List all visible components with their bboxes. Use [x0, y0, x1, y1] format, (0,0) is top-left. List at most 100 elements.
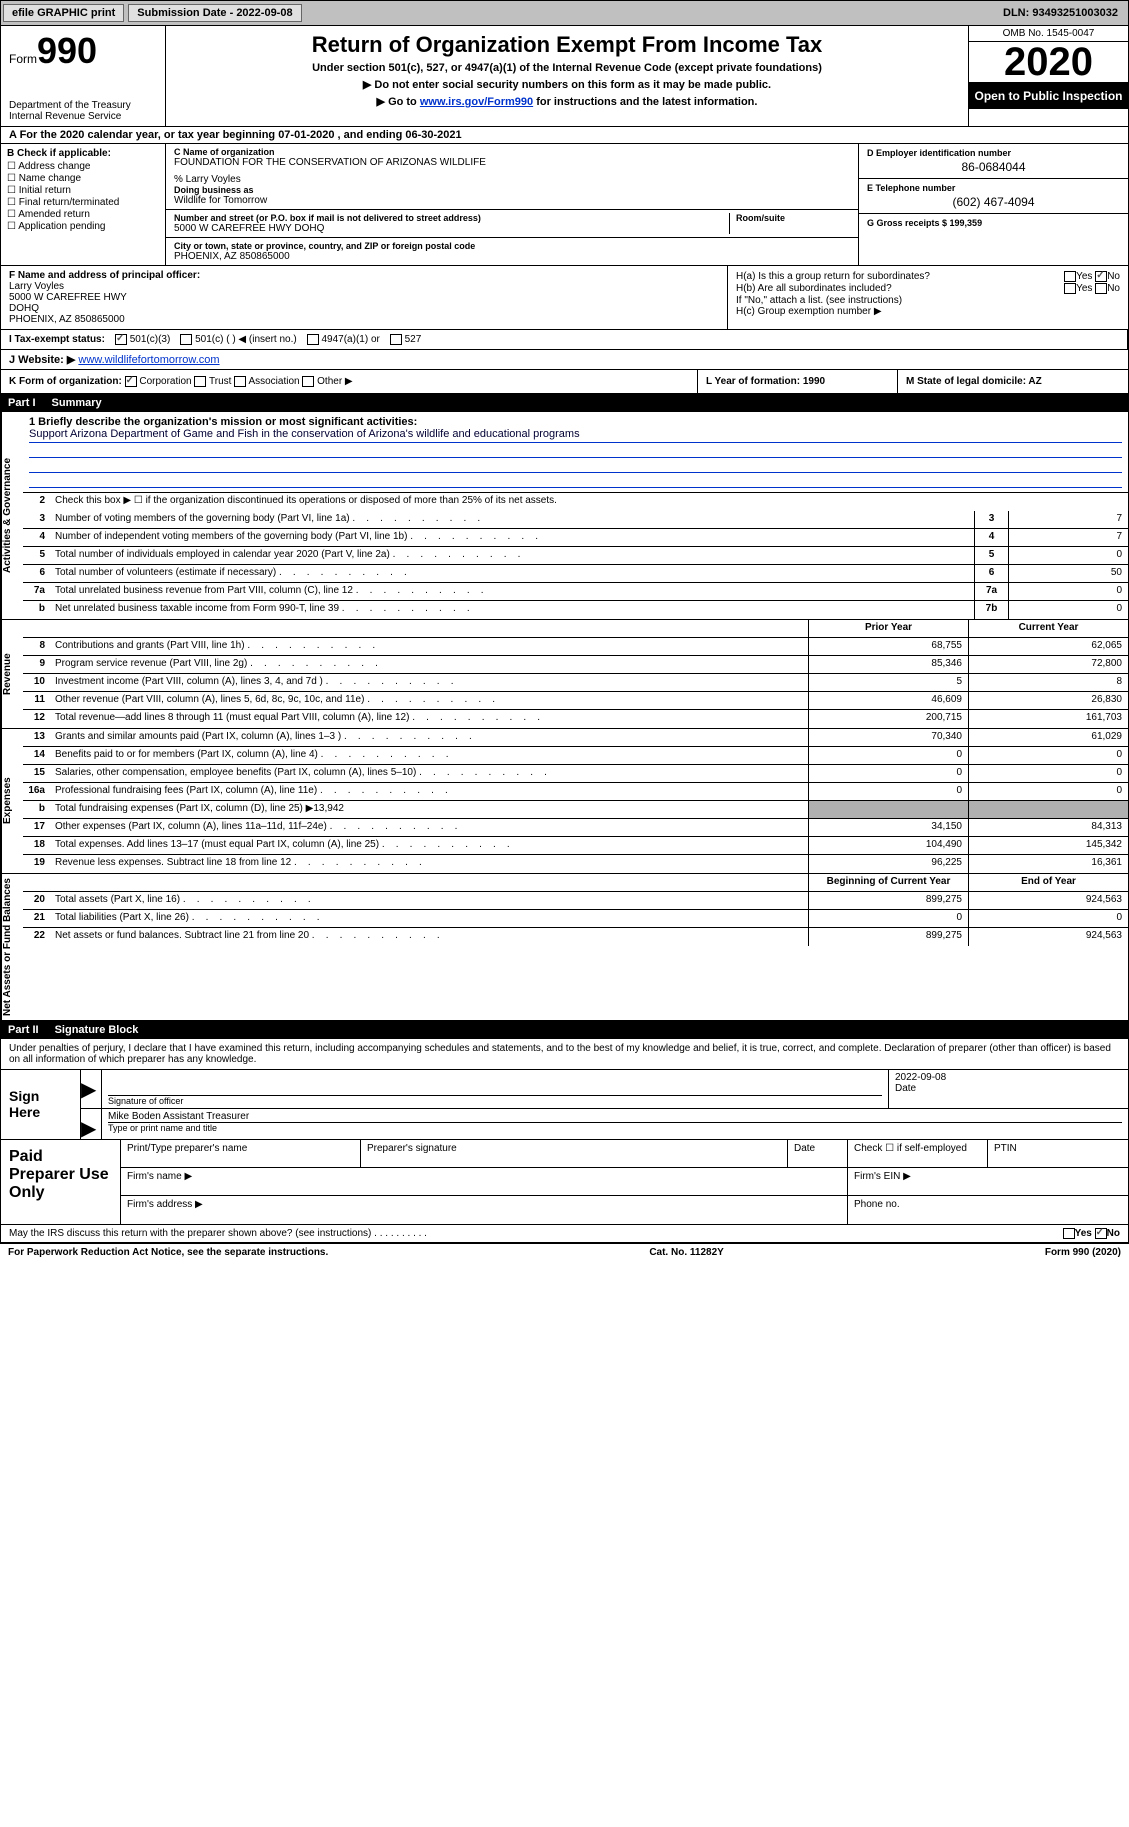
form-id-box: Form990 Department of the Treasury Inter…: [1, 26, 166, 126]
table-row: 22Net assets or fund balances. Subtract …: [23, 928, 1128, 946]
year-box: OMB No. 1545-0047 2020 Open to Public In…: [968, 26, 1128, 126]
phone-value: (602) 467-4094: [867, 195, 1120, 209]
org-name: FOUNDATION FOR THE CONSERVATION OF ARIZO…: [174, 157, 850, 168]
ein-label: D Employer identification number: [867, 148, 1120, 158]
table-row: 19Revenue less expenses. Subtract line 1…: [23, 855, 1128, 873]
prep-sig-label: Preparer's signature: [361, 1140, 788, 1167]
table-row: 12Total revenue—add lines 8 through 11 (…: [23, 710, 1128, 728]
room-label: Room/suite: [736, 213, 850, 223]
check-final-return[interactable]: ☐ Final return/terminated: [7, 197, 159, 208]
ha-answer: Yes No: [1064, 271, 1120, 282]
check-501c[interactable]: [180, 334, 192, 345]
governance-vlabel: Activities & Governance: [1, 412, 23, 619]
mission-label: 1 Briefly describe the organization's mi…: [29, 416, 417, 428]
part1-num: Part I: [8, 397, 52, 409]
part2-num: Part II: [8, 1024, 55, 1036]
table-row: 16aProfessional fundraising fees (Part I…: [23, 783, 1128, 801]
part1-header: Part I Summary: [0, 394, 1129, 412]
preparer-block: Paid Preparer Use Only Print/Type prepar…: [0, 1140, 1129, 1225]
perjury-statement: Under penalties of perjury, I declare th…: [0, 1039, 1129, 1070]
street-label: Number and street (or P.O. box if mail i…: [174, 213, 723, 223]
ein-value: 86-0684044: [867, 160, 1120, 174]
dept-label: Department of the Treasury Internal Reve…: [9, 100, 157, 122]
form-header: Form990 Department of the Treasury Inter…: [0, 26, 1129, 127]
check-527[interactable]: [390, 334, 402, 345]
part2-title: Signature Block: [55, 1024, 1121, 1036]
row-klm: K Form of organization: Corporation Trus…: [0, 370, 1129, 394]
check-other[interactable]: [302, 376, 314, 387]
check-4947[interactable]: [307, 334, 319, 345]
footer-center: Cat. No. 11282Y: [649, 1247, 723, 1258]
website-label: J Website: ▶: [9, 354, 75, 366]
firm-phone-label: Phone no.: [848, 1196, 1128, 1224]
phone-label: E Telephone number: [867, 183, 1120, 193]
net-assets-vlabel: Net Assets or Fund Balances: [1, 874, 23, 1020]
sign-date-value: 2022-09-08: [895, 1072, 1122, 1083]
year-formation: L Year of formation: 1990: [706, 376, 825, 387]
prep-selfemp-label: Check ☐ if self-employed: [848, 1140, 988, 1167]
check-corporation[interactable]: [125, 376, 137, 387]
revenue-vlabel: Revenue: [1, 620, 23, 728]
sign-arrow-icon: ▶: [81, 1070, 101, 1108]
open-public-label: Open to Public Inspection: [969, 83, 1128, 109]
mission-text: Support Arizona Department of Game and F…: [29, 428, 1122, 443]
table-row: 5Total number of individuals employed in…: [23, 547, 1128, 565]
check-application-pending[interactable]: ☐ Application pending: [7, 221, 159, 232]
box-de: D Employer identification number 86-0684…: [858, 144, 1128, 265]
irs-discuss-row: May the IRS discuss this return with the…: [0, 1225, 1129, 1243]
sign-here-block: Sign Here ▶ Signature of officer 2022-09…: [0, 1070, 1129, 1140]
check-501c3[interactable]: [115, 334, 127, 345]
subm-date-button[interactable]: Submission Date - 2022-09-08: [128, 4, 301, 22]
form-org-label: K Form of organization:: [9, 376, 122, 387]
identity-block: B Check if applicable: ☐ Address change …: [0, 144, 1129, 266]
check-trust[interactable]: [194, 376, 206, 387]
table-row: 21Total liabilities (Part X, line 26)00: [23, 910, 1128, 928]
box-c: C Name of organization FOUNDATION FOR TH…: [166, 144, 858, 265]
table-row: 14Benefits paid to or for members (Part …: [23, 747, 1128, 765]
form-number: 990: [37, 30, 97, 71]
officer-addr1: 5000 W CAREFREE HWY: [9, 292, 719, 303]
sign-date-label: Date: [895, 1083, 1122, 1094]
prep-date-label: Date: [788, 1140, 848, 1167]
efile-button[interactable]: efile GRAPHIC print: [3, 4, 124, 22]
check-initial-return[interactable]: ☐ Initial return: [7, 185, 159, 196]
sign-arrow-icon-2: ▶: [81, 1109, 101, 1139]
note-1: ▶ Do not enter social security numbers o…: [174, 78, 960, 91]
website-link[interactable]: www.wildlifefortomorrow.com: [78, 354, 219, 366]
table-row: 17Other expenses (Part IX, column (A), l…: [23, 819, 1128, 837]
dba-name: Wildlife for Tomorrow: [174, 195, 850, 206]
signer-name: Mike Boden Assistant Treasurer: [108, 1111, 1122, 1122]
officer-addr2: DOHQ: [9, 303, 719, 314]
row-i: I Tax-exempt status: 501(c)(3) 501(c) ( …: [0, 330, 1129, 350]
end-year-header: End of Year: [968, 874, 1128, 891]
subtitle: Under section 501(c), 527, or 4947(a)(1)…: [174, 62, 960, 74]
sign-here-label: Sign Here: [1, 1070, 81, 1139]
org-name-label: C Name of organization: [174, 147, 850, 157]
row-j: J Website: ▶ www.wildlifefortomorrow.com: [0, 350, 1129, 370]
current-year-header: Current Year: [968, 620, 1128, 637]
hc-label: H(c) Group exemption number ▶: [736, 306, 1120, 317]
street-value: 5000 W CAREFREE HWY DOHQ: [174, 223, 723, 234]
check-address-change[interactable]: ☐ Address change: [7, 161, 159, 172]
box-b: B Check if applicable: ☐ Address change …: [1, 144, 166, 265]
table-row: 8Contributions and grants (Part VIII, li…: [23, 638, 1128, 656]
check-amended-return[interactable]: ☐ Amended return: [7, 209, 159, 220]
irs-link[interactable]: www.irs.gov/Form990: [420, 96, 533, 108]
table-row: bTotal fundraising expenses (Part IX, co…: [23, 801, 1128, 819]
dba-label: Doing business as: [174, 185, 850, 195]
line-a: A For the 2020 calendar year, or tax yea…: [0, 127, 1129, 144]
officer-addr3: PHOENIX, AZ 850865000: [9, 314, 719, 325]
check-association[interactable]: [234, 376, 246, 387]
form-label: Form: [9, 52, 37, 66]
care-of: % Larry Voyles: [174, 174, 850, 185]
box-h: H(a) Is this a group return for subordin…: [728, 266, 1128, 329]
box-b-header: B Check if applicable:: [7, 148, 159, 159]
box-f: F Name and address of principal officer:…: [1, 266, 728, 329]
ha-label: H(a) Is this a group return for subordin…: [736, 271, 930, 282]
firm-name-label: Firm's name ▶: [121, 1168, 848, 1195]
firm-ein-label: Firm's EIN ▶: [848, 1168, 1128, 1195]
city-label: City or town, state or province, country…: [174, 241, 850, 251]
footer-left: For Paperwork Reduction Act Notice, see …: [8, 1247, 328, 1258]
page-title: Return of Organization Exempt From Incom…: [174, 32, 960, 58]
check-name-change[interactable]: ☐ Name change: [7, 173, 159, 184]
